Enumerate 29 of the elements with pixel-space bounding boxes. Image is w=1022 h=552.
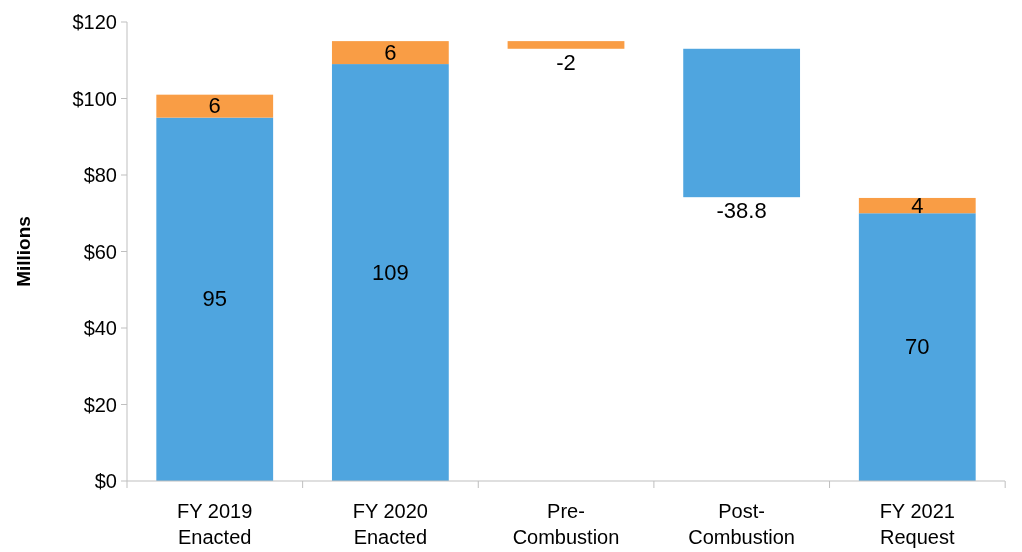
x-tick-label: FY 2021 Request [879, 500, 955, 548]
bar [858, 197, 976, 214]
bar [331, 41, 449, 65]
bar [156, 117, 274, 481]
y-tick-label: $100 [72, 87, 117, 110]
y-axis-title: Millions [13, 216, 34, 287]
y-tick-label: $60 [83, 240, 117, 263]
y-tick-label: $0 [94, 470, 117, 492]
data-label: 6 [384, 39, 397, 65]
data-label: 4 [911, 192, 924, 218]
data-label: -38.8 [716, 198, 767, 224]
data-label: 70 [905, 334, 930, 360]
x-tick-label: FY 2019 Enacted [177, 500, 253, 548]
data-label: 95 [202, 286, 227, 312]
x-tick-label: FY 2020 Enacted [352, 500, 428, 548]
data-label: 109 [372, 259, 409, 285]
bar [156, 94, 274, 118]
bar [858, 213, 976, 481]
data-label: 6 [208, 93, 221, 119]
x-tick-label: Post-Combustion [688, 500, 795, 548]
y-tick-label: $40 [83, 317, 117, 339]
y-tick-label: $20 [83, 393, 117, 416]
y-tick-label: $80 [83, 164, 117, 186]
bar [331, 64, 449, 481]
y-tick-label: $120 [72, 11, 117, 33]
bar [683, 48, 801, 198]
bar [507, 41, 625, 49]
data-label: -2 [556, 49, 576, 75]
x-tick-label: Pre-Combustion [512, 500, 620, 548]
